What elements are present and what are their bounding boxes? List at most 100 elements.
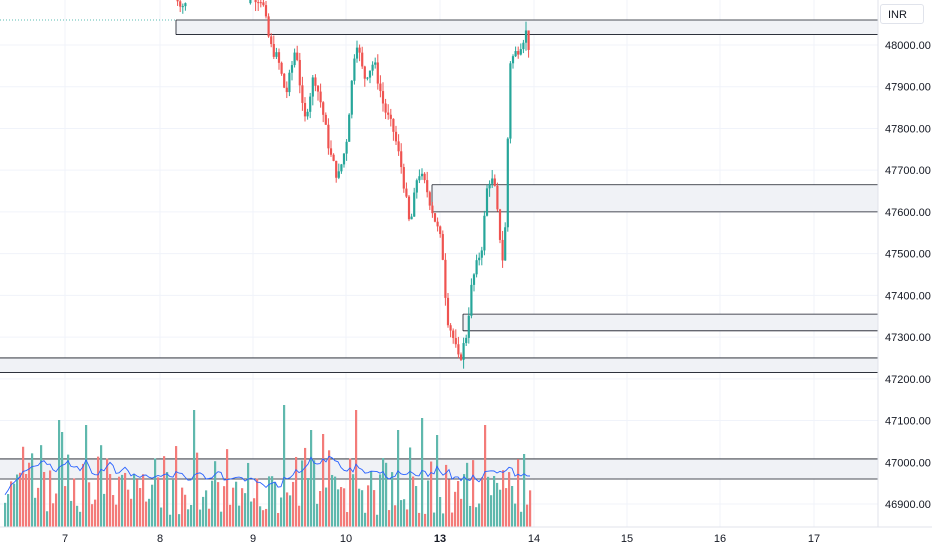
volume-bar: [394, 505, 397, 527]
candle-body: [431, 205, 434, 214]
volume-bar: [382, 458, 385, 527]
candle-body: [272, 44, 275, 57]
candle-body: [267, 16, 270, 37]
volume-bar: [220, 511, 223, 527]
volume-bar: [76, 505, 79, 527]
volume-bar: [283, 405, 286, 527]
candle-body: [394, 131, 398, 142]
volume-bar: [391, 472, 394, 527]
candle-body: [493, 178, 496, 186]
volume-bar: [298, 505, 301, 527]
price-tick-label: 47300.00: [885, 332, 931, 344]
volume-bar: [205, 490, 208, 527]
volume-bar: [22, 446, 25, 527]
candle-body: [262, 2, 265, 6]
candle-body: [254, 0, 257, 3]
candle-body: [316, 85, 320, 92]
candle-body: [324, 114, 327, 125]
candle-body: [467, 315, 470, 338]
volume-moving-average-line: [4, 455, 531, 496]
candle-body: [327, 124, 330, 149]
volume-bar: [118, 476, 121, 527]
candle-body: [264, 5, 268, 17]
volume-bar: [169, 514, 172, 527]
volume-bar: [10, 481, 13, 527]
candle-body: [423, 173, 426, 181]
volume-bar: [367, 485, 370, 527]
candle-body: [374, 62, 377, 65]
volume-bar: [310, 430, 313, 527]
volume-bar: [40, 445, 43, 527]
volume-bar: [304, 447, 307, 527]
volume-bar: [181, 487, 184, 527]
candle-body: [470, 284, 473, 316]
candle-body: [491, 178, 494, 184]
volume-bar: [64, 486, 67, 527]
candle-body: [397, 141, 400, 152]
candle-body: [498, 209, 502, 240]
candle-body: [270, 36, 273, 45]
volume-bar: [343, 488, 346, 527]
zone-4: [0, 357, 878, 373]
zone-3: [463, 314, 878, 331]
volume-bar: [352, 474, 355, 527]
candle-body: [379, 83, 382, 92]
date-tick-label: 16: [714, 533, 726, 545]
volume-bar: [124, 472, 127, 527]
volume-bar: [238, 505, 241, 527]
volume-bar: [190, 504, 193, 527]
volume-bar: [271, 476, 274, 527]
volume-bar: [355, 410, 358, 527]
date-tick-label: 14: [528, 533, 540, 545]
volume-bar: [529, 490, 532, 527]
candle-body: [441, 234, 444, 260]
volume-bar: [214, 461, 217, 527]
volume-bar: [331, 474, 334, 527]
candle-body: [514, 51, 517, 57]
volume-bar: [469, 505, 472, 527]
volume-bar: [259, 506, 262, 527]
volume-bar: [100, 445, 103, 527]
volume-bar: [202, 496, 205, 527]
volume-bar: [217, 482, 220, 527]
candle-body: [436, 221, 439, 227]
volume-bar: [418, 512, 421, 527]
price-axis[interactable]: 48000.00 47900.00 47800.00 47700.00 47600.00…: [885, 40, 931, 511]
volume-bar: [454, 491, 457, 527]
volume-bar: [274, 482, 277, 527]
volume-bar: [334, 476, 337, 527]
volume-bar: [199, 509, 202, 527]
candle-body: [418, 176, 421, 181]
volume-bar: [235, 481, 238, 527]
volume-bar: [121, 474, 124, 527]
price-zones: [0, 19, 878, 480]
volume-bar: [505, 488, 508, 527]
volume-bar: [301, 460, 304, 527]
candle-body: [298, 59, 301, 86]
candle-body: [478, 257, 481, 261]
candle-body: [366, 77, 369, 79]
volume-bar: [376, 514, 379, 527]
candle-body: [454, 338, 457, 345]
volume-bar: [256, 478, 259, 527]
currency-badge[interactable]: INR: [880, 4, 924, 24]
time-axis[interactable]: 7 8 9 10 13 14 15 16 17: [62, 533, 820, 545]
candle-body: [506, 138, 509, 228]
volume-bar: [373, 490, 376, 527]
candle-body: [361, 52, 364, 67]
volume-bar: [277, 512, 280, 527]
volume-bar: [388, 510, 391, 527]
volume-bar: [223, 486, 226, 527]
volume-bar: [385, 462, 388, 527]
volume-bar: [511, 486, 514, 527]
candle-body: [504, 227, 507, 261]
volume-bar: [475, 507, 478, 527]
candle-body: [415, 180, 418, 193]
volume-bar: [307, 478, 310, 527]
volume-bar: [31, 453, 34, 527]
volume-bar: [364, 512, 367, 527]
candle-body: [350, 80, 353, 115]
volume-bar: [328, 450, 331, 527]
